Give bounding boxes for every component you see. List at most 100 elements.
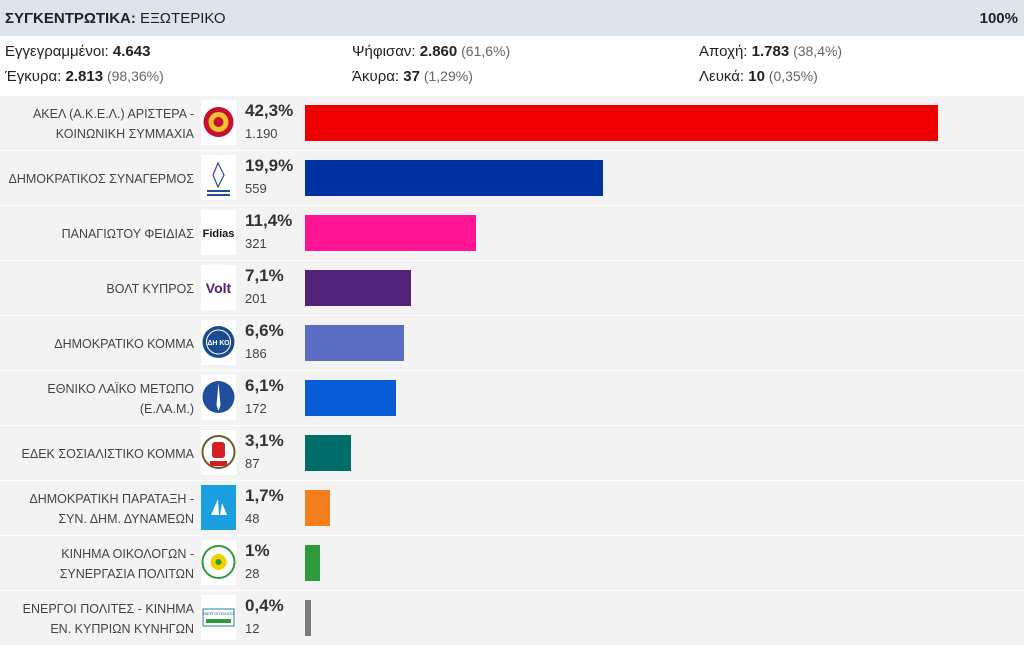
party-logo (201, 155, 236, 200)
stat-valid-label: Έγκυρα: (5, 68, 66, 85)
party-name: ΕΝΕΡΓΟΙ ΠΟΛΙΤΕΣ - ΚΙΝΗΜΑ ΕΝ. ΚΥΠΡΙΩΝ ΚΥΝΗ… (0, 591, 194, 646)
stat-registered: Εγγεγραμμένοι: 4.643 (5, 43, 150, 60)
party-name: ΔΗΜΟΚΡΑΤΙΚΗ ΠΑΡΑΤΑΞΗ - ΣΥΝ. ΔΗΜ. ΔΥΝΑΜΕΩΝ (0, 481, 194, 536)
data-label-votes: 559 (245, 181, 267, 196)
party-name-text: ΕΘΝΙΚΟ ΛΑΪΚΟ ΜΕΤΩΠΟ (Ε.ΛΑ.Μ.) (47, 379, 194, 419)
party-name-text: ΠΑΝΑΓΙΩΤΟΥ ΦΕΙΔΙΑΣ (62, 224, 194, 244)
data-label-percent: 6,1% (245, 376, 284, 395)
data-label-percent: 0,4% (245, 596, 284, 615)
party-logo (201, 540, 236, 585)
party-name-text: ΕΝΕΡΓΟΙ ΠΟΛΙΤΕΣ - ΚΙΝΗΜΑ ΕΝ. ΚΥΠΡΙΩΝ ΚΥΝΗ… (23, 599, 194, 639)
party-name: ΠΑΝΑΓΙΩΤΟΥ ΦΕΙΔΙΑΣ (0, 206, 194, 261)
summary-header: ΣΥΓΚΕΝΤΡΩΤΙΚΑ: ΕΞΩΤΕΡΙΚΟ 100% (0, 0, 1024, 36)
party-name-line: (Ε.ΛΑ.Μ.) (139, 401, 194, 416)
bar (305, 600, 311, 636)
party-row: ΠΑΝΑΓΙΩΤΟΥ ΦΕΙΔΙΑΣ Fidias 11,4% 321 (0, 206, 1024, 261)
counted-percent: 100% (979, 9, 1018, 27)
party-name-text: ΚΙΝΗΜΑ ΟΙΚΟΛΟΓΩΝ - ΣΥΝΕΡΓΑΣΙΑ ΠΟΛΙΤΩΝ (60, 544, 194, 584)
svg-text:ΔΗ ΚΟ: ΔΗ ΚΟ (207, 340, 230, 347)
stat-blank-label: Λευκά: (699, 68, 749, 85)
party-name-line: ΠΑΝΑΓΙΩΤΟΥ ΦΕΙΔΙΑΣ (61, 226, 194, 241)
data-label-percent: 1,7% (245, 486, 284, 505)
stat-valid: Έγκυρα: 2.813 (98,36%) (5, 68, 164, 85)
svg-text:ΕΝΕΡΓΟΙ ΠΟΛΙΤΕΣ: ΕΝΕΡΓΟΙ ΠΟΛΙΤΕΣ (202, 612, 235, 616)
data-label-percent: 19,9% (245, 156, 294, 175)
party-name: ΕΘΝΙΚΟ ΛΑΪΚΟ ΜΕΤΩΠΟ (Ε.ΛΑ.Μ.) (0, 371, 194, 426)
svg-text:Volt: Volt (206, 280, 232, 296)
party-name-line: ΕΘΝΙΚΟ ΛΑΪΚΟ ΜΕΤΩΠΟ (47, 381, 194, 396)
data-label-votes: 28 (245, 566, 260, 581)
data-label-votes: 201 (245, 291, 267, 306)
stat-voted: Ψήφισαν: 2.860 (61,6%) (352, 43, 510, 60)
party-logo: ΔΗ ΚΟ (201, 320, 236, 365)
diko-logo: ΔΗ ΚΟ (202, 326, 235, 358)
stat-invalid-value: 37 (403, 68, 420, 85)
party-row: ΑΚΕΛ (Α.Κ.Ε.Λ.) ΑΡΙΣΤΕΡΑ - ΚΟΙΝΩΝΙΚΗ ΣΥΜΜ… (0, 96, 1024, 151)
party-name-text: ΔΗΜΟΚΡΑΤΙΚΗ ΠΑΡΑΤΑΞΗ - ΣΥΝ. ΔΗΜ. ΔΥΝΑΜΕΩΝ (29, 489, 194, 529)
stat-abstention-pct: (38,4%) (789, 43, 843, 59)
dipa-logo (201, 485, 236, 530)
stat-blank: Λευκά: 10 (0,35%) (699, 68, 818, 85)
data-label-percent: 1% (245, 541, 270, 560)
svg-text:Fidias: Fidias (203, 228, 235, 240)
bar (305, 325, 404, 361)
bar (305, 160, 603, 196)
party-logo (201, 375, 236, 420)
party-name: ΔΗΜΟΚΡΑΤΙΚΟ ΚΟΜΜΑ (0, 316, 194, 371)
data-label-votes: 87 (245, 456, 260, 471)
bar (305, 380, 396, 416)
data-label-votes: 48 (245, 511, 260, 526)
party-name-text: ΔΗΜΟΚΡΑΤΙΚΟΣ ΣΥΝΑΓΕΡΜΟΣ (8, 169, 194, 189)
party-name-line: ΕΝΕΡΓΟΙ ΠΟΛΙΤΕΣ - ΚΙΝΗΜΑ (22, 601, 194, 616)
party-row: ΔΗΜΟΚΡΑΤΙΚΟ ΚΟΜΜΑ ΔΗ ΚΟ 6,6% 186 (0, 316, 1024, 371)
stat-invalid-pct: (1,29%) (419, 68, 473, 84)
party-row: ΕΝΕΡΓΟΙ ΠΟΛΙΤΕΣ - ΚΙΝΗΜΑ ΕΝ. ΚΥΠΡΙΩΝ ΚΥΝΗ… (0, 591, 1024, 646)
party-name-line: ΕΔΕΚ ΣΟΣΙΑΛΙΣΤΙΚΟ ΚΟΜΜΑ (21, 446, 194, 461)
data-label-percent: 42,3% (245, 101, 294, 120)
stat-invalid: Άκυρα: 37 (1,29%) (352, 68, 473, 85)
akel-logo (203, 107, 234, 137)
ecologists-logo (201, 545, 236, 579)
bar (305, 545, 320, 581)
stat-abstention-label: Αποχή: (699, 43, 752, 60)
party-name-text: ΔΗΜΟΚΡΑΤΙΚΟ ΚΟΜΜΑ (54, 334, 194, 354)
party-row: ΚΙΝΗΜΑ ΟΙΚΟΛΟΓΩΝ - ΣΥΝΕΡΓΑΣΙΑ ΠΟΛΙΤΩΝ 1% 28 (0, 536, 1024, 591)
party-name-text: ΑΚΕΛ (Α.Κ.Ε.Λ.) ΑΡΙΣΤΕΡΑ - ΚΟΙΝΩΝΙΚΗ ΣΥΜΜ… (33, 104, 194, 144)
party-name-line: ΣΥΝΕΡΓΑΣΙΑ ΠΟΛΙΤΩΝ (59, 566, 194, 581)
stat-voted-value: 2.860 (419, 43, 458, 60)
party-logo: Fidias (201, 210, 236, 255)
stat-blank-pct: (0,35%) (764, 68, 818, 84)
disy-logo (207, 161, 230, 196)
data-label-votes: 12 (245, 621, 260, 636)
party-name-line: ΔΗΜΟΚΡΑΤΙΚΟΣ ΣΥΝΑΓΕΡΜΟΣ (8, 171, 194, 186)
edek-logo (201, 435, 236, 469)
volt-logo: Volt (206, 280, 232, 296)
party-name-text: ΒΟΛΤ ΚΥΠΡΟΣ (106, 279, 194, 299)
data-label-votes: 321 (245, 236, 267, 251)
energoi-politeis-logo: ΕΝΕΡΓΟΙ ΠΟΛΙΤΕΣ (202, 608, 235, 627)
data-label-percent: 7,1% (245, 266, 284, 285)
title-bold: ΣΥΓΚΕΝΤΡΩΤΙΚΑ: (5, 9, 136, 27)
stat-abstention-value: 1.783 (751, 43, 790, 60)
party-row: ΒΟΛΤ ΚΥΠΡΟΣ Volt 7,1% 201 (0, 261, 1024, 316)
party-name-line: ΒΟΛΤ ΚΥΠΡΟΣ (106, 281, 194, 296)
stat-registered-value: 4.643 (112, 43, 151, 60)
party-name-line: ΔΗΜΟΚΡΑΤΙΚΟ ΚΟΜΜΑ (54, 336, 194, 351)
fidias-logo: Fidias (203, 228, 235, 240)
party-logo: ΕΝΕΡΓΟΙ ΠΟΛΙΤΕΣ (201, 595, 236, 640)
data-label-votes: 186 (245, 346, 267, 361)
party-name-line: ΔΗΜΟΚΡΑΤΙΚΗ ΠΑΡΑΤΑΞΗ - (29, 491, 194, 506)
results-bar-chart: ΑΚΕΛ (Α.Κ.Ε.Λ.) ΑΡΙΣΤΕΡΑ - ΚΟΙΝΩΝΙΚΗ ΣΥΜΜ… (0, 96, 1024, 646)
party-name: ΔΗΜΟΚΡΑΤΙΚΟΣ ΣΥΝΑΓΕΡΜΟΣ (0, 151, 194, 206)
party-logo: Volt (201, 265, 236, 310)
party-name-text: ΕΔΕΚ ΣΟΣΙΑΛΙΣΤΙΚΟ ΚΟΜΜΑ (22, 444, 194, 464)
turnout-stats: Εγγεγραμμένοι: 4.643 Ψήφισαν: 2.860 (61,… (0, 36, 1024, 96)
stat-blank-value: 10 (748, 68, 765, 85)
party-row: ΕΔΕΚ ΣΟΣΙΑΛΙΣΤΙΚΟ ΚΟΜΜΑ 3,1% 87 (0, 426, 1024, 481)
party-name: ΚΙΝΗΜΑ ΟΙΚΟΛΟΓΩΝ - ΣΥΝΕΡΓΑΣΙΑ ΠΟΛΙΤΩΝ (0, 536, 194, 591)
page-title: ΣΥΓΚΕΝΤΡΩΤΙΚΑ: ΕΞΩΤΕΡΙΚΟ (5, 10, 226, 27)
data-label-percent: 11,4% (245, 211, 293, 230)
bar (305, 270, 411, 306)
party-row: ΔΗΜΟΚΡΑΤΙΚΟΣ ΣΥΝΑΓΕΡΜΟΣ 19,9% 559 (0, 151, 1024, 206)
stat-registered-label: Εγγεγραμμένοι: (5, 43, 113, 60)
